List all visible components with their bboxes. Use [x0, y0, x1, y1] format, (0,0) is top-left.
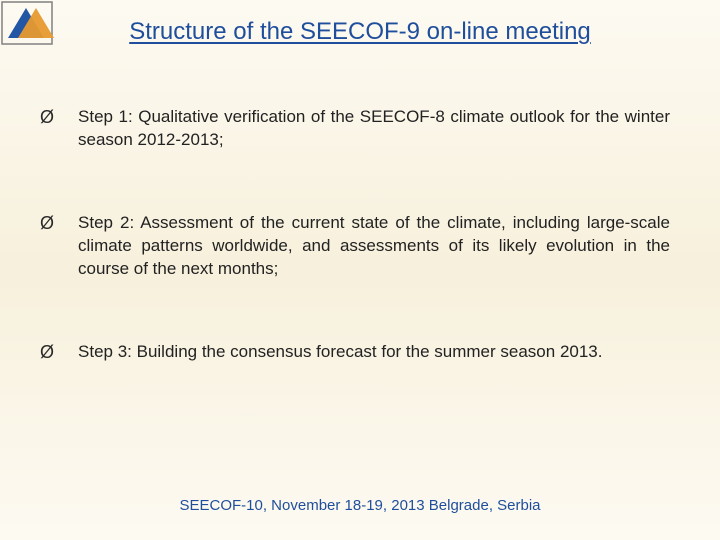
- bullet-list: Ø Step 1: Qualitative verification of th…: [0, 46, 720, 364]
- bullet-marker: Ø: [40, 342, 54, 363]
- bullet-marker: Ø: [40, 107, 54, 128]
- list-item: Ø Step 3: Building the consensus forecas…: [40, 341, 670, 364]
- bullet-text: Step 1: Qualitative verification of the …: [78, 106, 670, 152]
- footer-text: SEECOF-10, November 18-19, 2013 Belgrade…: [0, 497, 720, 514]
- list-item: Ø Step 2: Assessment of the current stat…: [40, 212, 670, 281]
- logo-icon: [0, 0, 60, 57]
- list-item: Ø Step 1: Qualitative verification of th…: [40, 106, 670, 152]
- bullet-marker: Ø: [40, 213, 54, 234]
- bullet-text: Step 2: Assessment of the current state …: [78, 212, 670, 281]
- bullet-text: Step 3: Building the consensus forecast …: [78, 341, 602, 364]
- page-title: Structure of the SEECOF-9 on-line meetin…: [0, 0, 720, 46]
